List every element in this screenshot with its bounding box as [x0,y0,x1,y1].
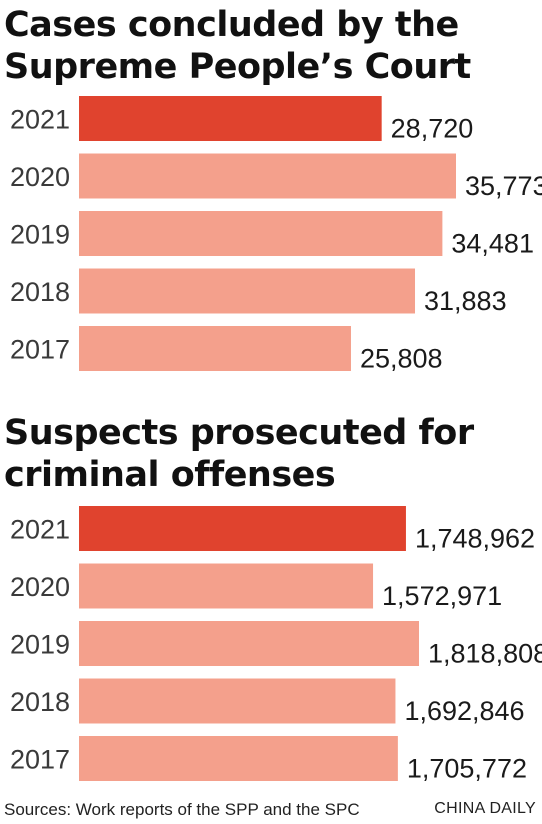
value-label: 28,720 [391,114,474,144]
value-label: 25,808 [360,344,443,374]
year-label: 2021 [10,515,70,545]
footer: Sources: Work reports of the SPP and the… [4,800,536,822]
bar-2020 [79,563,374,609]
value-label: 1,692,846 [404,696,524,726]
value-label: 1,748,962 [415,524,535,554]
bar-2020 [79,153,456,199]
year-label: 2020 [10,572,70,602]
brand-label: CHINA DAILY [434,800,536,817]
bar-2021 [79,506,406,551]
value-label: 1,572,971 [382,581,502,611]
value-label: 1,818,808 [428,639,542,669]
bar-2019 [79,621,419,666]
cases-bar-chart: 2021 28,720 2020 35,773 2019 34,481 2018 31,883… [10,96,542,374]
chart-title-cases: Cases concluded by the Supreme People’s … [4,5,471,87]
chart-title-suspects: Suspects prosecuted for criminal offense… [4,413,474,495]
year-label: 2019 [10,630,70,660]
year-label: 2021 [10,105,70,135]
year-label: 2017 [10,745,70,775]
value-label: 34,481 [451,229,534,259]
year-label: 2020 [10,162,70,192]
year-label: 2018 [10,277,70,307]
bar-2019 [79,211,443,256]
source-note: Sources: Work reports of the SPP and the… [4,800,360,819]
bar-2018 [79,268,416,314]
year-label: 2019 [10,220,70,250]
suspects-bar-chart: 2021 1,748,962 2020 1,572,971 2019 1,818,808 2… [10,506,542,784]
year-label: 2018 [10,687,70,717]
bar-2021 [79,96,382,141]
year-label: 2017 [10,335,70,365]
value-label: 1,705,772 [407,754,527,784]
bar-2017 [79,736,398,781]
bar-2017 [79,326,351,371]
value-label: 35,773 [465,171,542,201]
value-label: 31,883 [424,286,507,316]
bar-2018 [79,678,396,724]
